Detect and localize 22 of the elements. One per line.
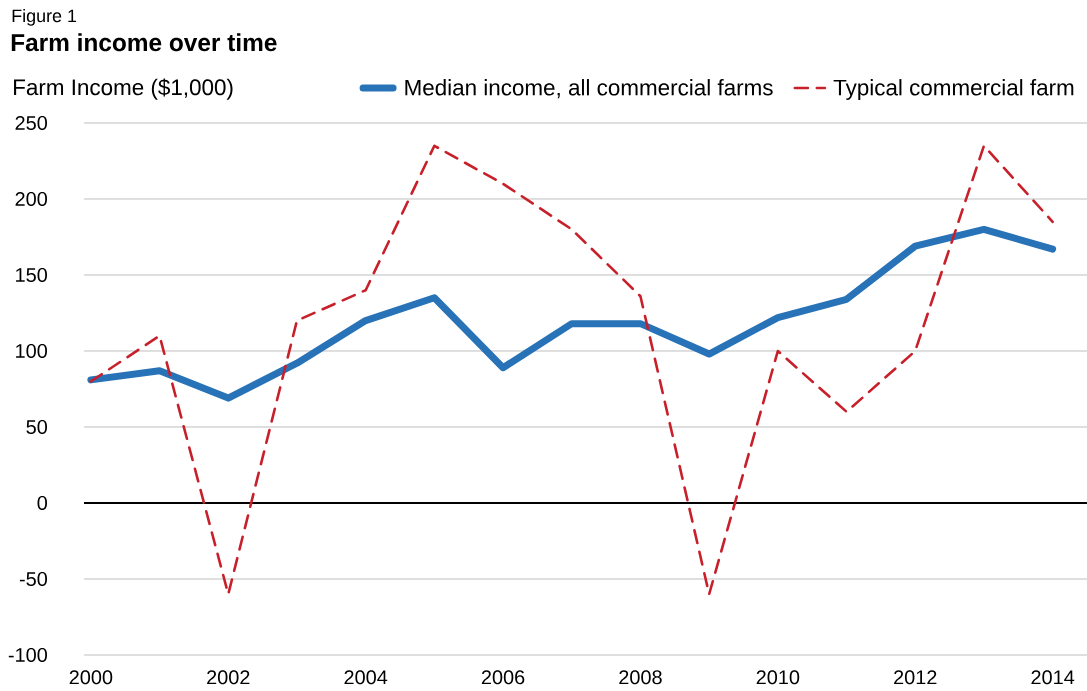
y-tick-label: 100 — [16, 343, 48, 359]
legend-label: Typical commercial farm — [833, 79, 1074, 100]
x-tick-label: 2014 — [1031, 670, 1075, 685]
y-axis-title: Farm Income ($1,000) — [14, 78, 233, 100]
x-tick-label: 2010 — [756, 670, 800, 685]
x-tick-label: 2012 — [894, 670, 937, 685]
x-tick-label: 2006 — [481, 670, 525, 685]
caption: Figure 1 — [12, 8, 77, 26]
y-tick-label: 250 — [15, 115, 48, 131]
y-tick-label: 0 — [37, 495, 48, 511]
x-tick-label: 2000 — [69, 670, 113, 685]
y-tick-label: 150 — [16, 267, 48, 283]
y-tick-label: 50 — [26, 419, 48, 435]
legend-label: Median income, all commercial farms — [405, 79, 773, 99]
line-series — [89, 144, 1054, 596]
x-tick-label: 2008 — [619, 670, 662, 685]
y-tick-label: 200 — [15, 191, 48, 207]
y-tick-label: -50 — [19, 571, 48, 587]
x-tick-label: 2004 — [344, 670, 388, 685]
chart-title: Farm income over time — [11, 33, 277, 52]
x-tick-label: 2002 — [207, 670, 250, 685]
y-tick-label: -100 — [8, 647, 48, 663]
